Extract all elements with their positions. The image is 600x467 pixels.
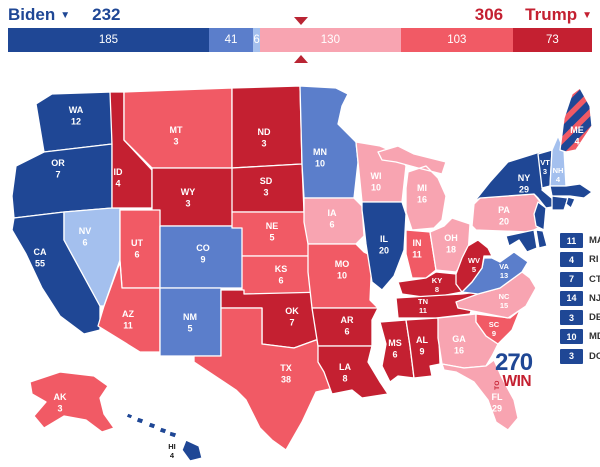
ev-abbr-RI: RI (589, 254, 599, 266)
logo-win-text: WIN (502, 373, 532, 390)
state-NJ[interactable] (533, 201, 547, 231)
state-WV[interactable] (455, 239, 493, 293)
ev-box-DC[interactable]: 3 (560, 348, 583, 364)
state-OH[interactable] (429, 217, 471, 273)
trump-caret-icon[interactable]: ▼ (582, 10, 592, 21)
state-IA[interactable] (303, 197, 365, 245)
biden-caret-icon[interactable]: ▼ (60, 10, 71, 21)
state-HI[interactable] (125, 412, 203, 462)
state-CT[interactable] (551, 195, 569, 211)
ev-abbr-DE: DE (589, 312, 600, 324)
trump-selector[interactable]: 306 Trump ▼ (475, 5, 592, 25)
ev-row-NJ[interactable]: 14 NJ (560, 290, 600, 306)
ev-box-DE[interactable]: 3 (560, 310, 583, 326)
state-PA[interactable] (471, 193, 543, 233)
logo-270-text: 270 (495, 349, 533, 376)
ev-row-DC[interactable]: 3 DC (560, 348, 600, 364)
bar-segment-likely_d: 41 (208, 28, 254, 52)
state-NE[interactable] (231, 211, 315, 257)
state-MT[interactable] (123, 87, 233, 169)
logo-to-text: TO (494, 379, 501, 390)
state-TX[interactable] (193, 307, 338, 451)
bar-segment-safe_r: 73 (512, 28, 592, 52)
biden-label: Biden (8, 5, 56, 24)
ev-box-MD[interactable]: 10 (560, 329, 583, 345)
ev-abbr-DC: DC (589, 350, 600, 362)
bar-segment-value: 103 (447, 34, 467, 46)
bar-segment-value: 185 (98, 34, 118, 46)
state-KS[interactable] (241, 255, 317, 295)
ev-row-MD[interactable]: 10 MD (560, 329, 600, 345)
state-IL[interactable] (361, 201, 407, 291)
state-ND[interactable] (231, 85, 303, 169)
state-MD[interactable] (505, 229, 538, 253)
trump-ev-total: 306 (474, 5, 504, 24)
header-row: Biden ▼ 232 306 Trump ▼ (0, 2, 600, 28)
state-WY[interactable] (151, 167, 241, 227)
trump-label: Trump (525, 5, 578, 24)
bar-segment-safe_d: 185 (8, 28, 209, 52)
ev-row-DE[interactable]: 3 DE (560, 310, 600, 326)
state-label-HI: HI 4 (168, 442, 176, 460)
state-SC[interactable] (475, 309, 521, 345)
state-OR[interactable] (11, 143, 113, 219)
state-FL[interactable] (441, 359, 519, 431)
state-UT[interactable] (119, 209, 161, 289)
ev-bar: 185 41 6 130 103 73 (8, 28, 592, 52)
bar-segment-likely_r: 103 (400, 28, 513, 52)
state-ME[interactable] (559, 87, 593, 153)
state-LA[interactable] (317, 345, 389, 399)
bar-segment-value: 41 (224, 34, 238, 46)
ev-abbr-CT: CT (589, 273, 600, 285)
ev-abbr-NJ: NJ (589, 292, 600, 304)
bar-segment-value: 73 (545, 34, 559, 46)
state-MO[interactable] (307, 243, 379, 309)
ev-row-CT[interactable]: 7 CT (560, 271, 600, 287)
state-NY[interactable] (473, 151, 559, 209)
state-AK[interactable] (29, 371, 115, 433)
ev-row-RI[interactable]: 4 RI (560, 252, 600, 268)
ev-box-NJ[interactable]: 14 (560, 290, 583, 306)
ev-abbr-MD: MD (589, 331, 600, 343)
ev-box-CT[interactable]: 7 (560, 271, 583, 287)
270towin-logo: 270 TO WIN (494, 349, 533, 390)
state-DE[interactable] (535, 229, 548, 249)
ev-row-MA[interactable]: 11 MA (560, 233, 600, 248)
ev-box-RI[interactable]: 4 (560, 252, 583, 268)
bar-segment-value: 6 (253, 34, 260, 46)
state-NM[interactable] (159, 287, 222, 357)
state-AR[interactable] (311, 307, 379, 347)
state-MN[interactable] (299, 85, 359, 199)
small-states-panel: 11 MA 4 RI 7 CT 14 NJ 3 DE 10 MD 3 DC (560, 233, 600, 368)
bar-segment-lean_r: 130 (259, 28, 401, 52)
ev-box-MA[interactable]: 11 (560, 233, 583, 248)
state-WA[interactable] (35, 91, 113, 153)
biden-selector[interactable]: Biden ▼ 232 (8, 5, 121, 25)
state-CO[interactable] (159, 225, 249, 289)
ev-abbr-MA: MA (589, 235, 600, 246)
bar-segment-lean_d: 6 (253, 28, 260, 52)
bar-segment-value: 130 (320, 34, 340, 46)
state-SD[interactable] (231, 163, 305, 213)
state-MI[interactable] (377, 145, 447, 231)
biden-ev-total: 232 (92, 5, 121, 24)
state-RI[interactable] (565, 196, 576, 209)
